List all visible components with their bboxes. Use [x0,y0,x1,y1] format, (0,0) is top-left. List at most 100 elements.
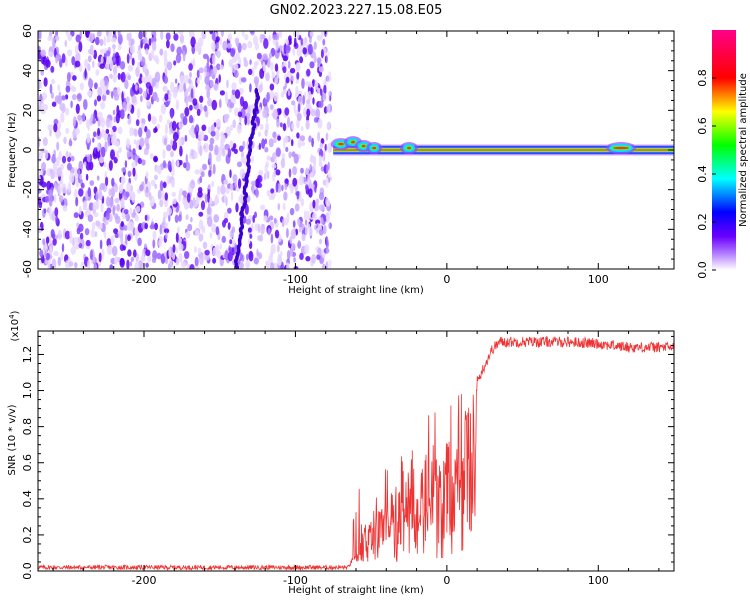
noise-speckle [43,243,48,253]
noise-speckle [298,174,304,186]
noise-speckle [172,244,176,253]
noise-speckle [194,265,200,269]
noise-speckle [105,196,111,207]
noise-speckle [299,252,304,260]
noise-speckle [188,115,194,124]
noise-speckle [249,233,253,239]
noise-speckle [279,122,283,128]
noise-speckle [290,242,296,251]
noise-speckle [318,229,324,236]
noise-speckle [256,52,262,60]
noise-speckle [181,261,187,268]
noise-speckle [200,200,206,211]
noise-speckle [139,184,144,192]
noise-speckle [126,53,130,64]
noise-speckle [251,155,254,163]
noise-speckle [230,48,236,57]
noise-speckle [51,155,57,164]
noise-speckle [57,84,61,92]
noise-speckle [197,190,203,198]
noise-speckle [93,131,97,138]
noise-speckle [208,152,212,163]
noise-speckle [254,223,259,232]
noise-speckle [135,232,138,243]
noise-speckle [243,56,247,63]
noise-speckle [274,63,279,72]
noise-speckle [120,71,126,83]
noise-speckle [224,113,230,120]
band-blob [361,144,366,148]
noise-speckle [280,250,283,257]
noise-speckle [69,172,75,184]
noise-speckle [111,245,118,257]
noise-speckle [219,90,225,96]
noise-speckle [232,143,237,149]
noise-speckle [276,118,280,128]
noise-speckle [97,127,101,137]
noise-speckle [187,223,193,232]
noise-speckle [129,191,132,197]
noise-speckle [299,141,306,147]
noise-speckle [129,44,135,54]
noise-speckle [241,31,245,37]
noise-speckle [320,216,324,224]
noise-speckle [127,234,131,241]
noise-speckle [117,31,121,38]
noise-speckle [166,39,170,49]
noise-speckle [64,107,70,116]
noise-speckle [290,228,297,240]
noise-speckle [292,166,297,176]
noise-speckle [215,226,220,236]
noise-speckle [45,236,50,244]
noise-speckle [92,60,95,68]
noise-speckle [207,184,211,190]
noise-speckle [110,129,114,136]
noise-speckle [253,61,257,70]
noise-speckle [163,137,168,146]
noise-speckle [229,140,234,149]
colorbar-tick-label: 0.0 [696,261,709,279]
noise-speckle [116,203,120,212]
noise-speckle [105,176,109,187]
noise-speckle [305,120,310,130]
noise-speckle [306,108,311,118]
noise-speckle [292,46,296,56]
noise-speckle [164,222,169,229]
noise-speckle [324,55,328,64]
noise-speckle [282,55,288,62]
noise-speckle [326,103,333,113]
noise-speckle [149,224,155,230]
noise-speckle [40,49,46,57]
noise-speckle [204,75,210,85]
noise-speckle [137,61,141,69]
noise-speckle [234,89,241,99]
noise-speckle [87,259,91,269]
noise-speckle [237,111,243,118]
noise-speckle [148,38,152,46]
noise-speckle [160,104,167,115]
noise-speckle [106,89,110,95]
noise-speckle [131,161,137,169]
noise-speckle [284,178,289,184]
noise-speckle [113,116,117,123]
noise-speckle [286,250,291,260]
noise-speckle [200,171,205,178]
noise-speckle [57,229,62,240]
noise-speckle [41,181,47,188]
noise-speckle [268,215,274,221]
noise-speckle [129,127,135,137]
noise-speckle [188,63,193,71]
noise-speckle [117,126,123,135]
noise-speckle [323,84,327,95]
noise-speckle [294,37,297,47]
noise-speckle [101,128,105,138]
noise-speckle [128,36,132,47]
noise-speckle [257,131,262,137]
noise-speckle [325,236,329,246]
noise-speckle [323,247,330,254]
colorbar-tick-label: 0.8 [696,69,709,87]
noise-edge [326,31,331,269]
noise-speckle [190,88,194,99]
noise-speckle [267,262,270,269]
noise-speckle [157,189,162,200]
